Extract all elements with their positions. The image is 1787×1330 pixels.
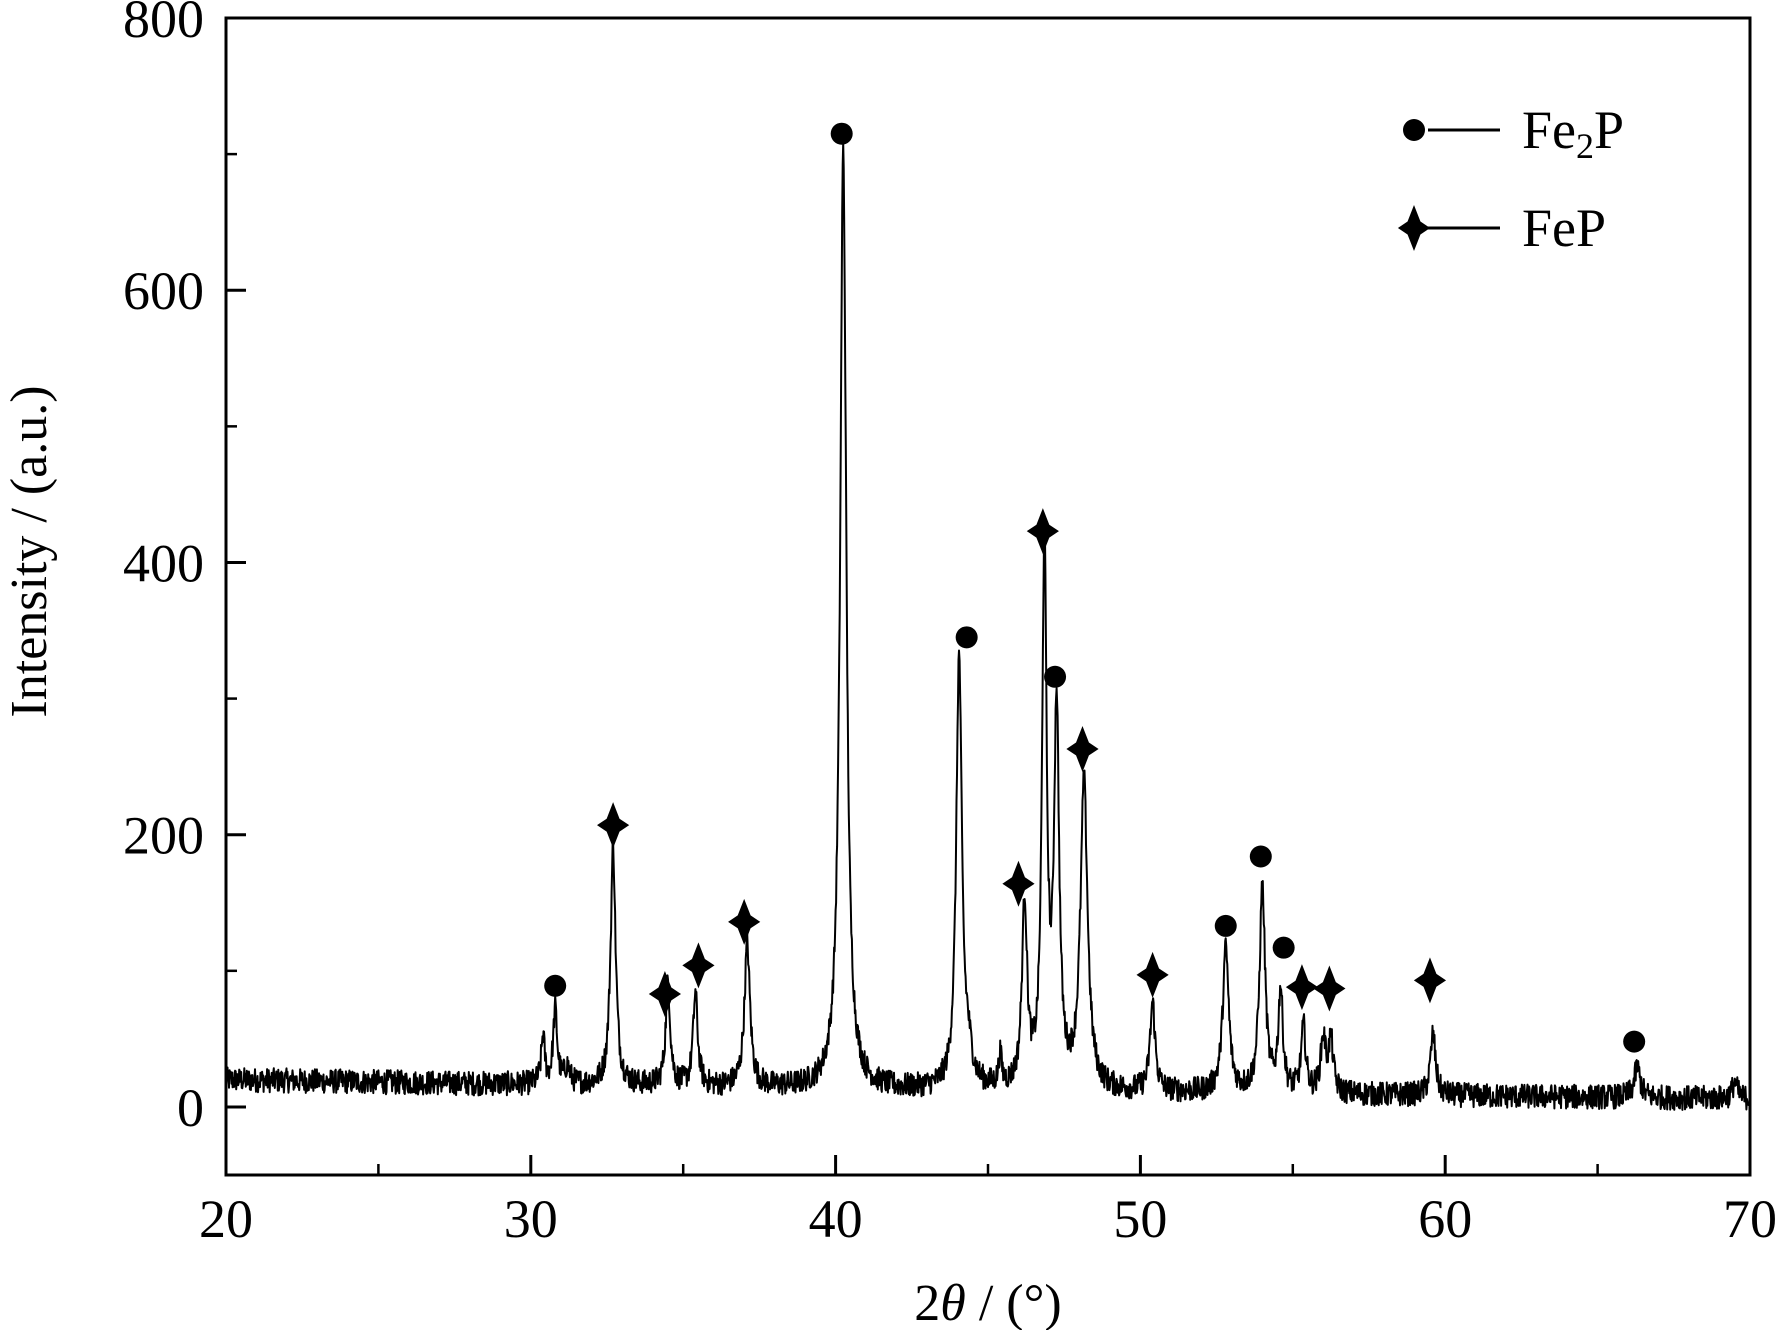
phase-markers — [544, 122, 1646, 1053]
x-tick-label: 20 — [199, 1189, 253, 1249]
fep-marker — [648, 970, 682, 1017]
legend-label-main: FeP — [1522, 198, 1606, 258]
legend-label-tail: P — [1594, 100, 1624, 160]
y-tick-label: 400 — [123, 533, 204, 593]
legend-label: FeP — [1522, 198, 1606, 258]
fep-marker — [1413, 957, 1447, 1004]
legend-fe2p-symbol — [1403, 119, 1425, 141]
fe2p-marker — [1214, 914, 1237, 937]
fe2p-marker — [1623, 1030, 1646, 1053]
x-tick-label: 60 — [1418, 1189, 1472, 1249]
fe2p-marker — [1044, 665, 1067, 688]
fe2p-marker — [1272, 936, 1295, 959]
x-tick-label: 70 — [1723, 1189, 1777, 1249]
y-tick-label: 600 — [123, 261, 204, 321]
plot-frame — [224, 16, 1752, 1177]
y-tick-label: 200 — [123, 806, 204, 866]
legend-fep-symbol — [1397, 205, 1431, 251]
fep-marker — [1026, 508, 1059, 555]
fep-marker — [1313, 965, 1346, 1012]
x-axis-title: 2θ / (°) — [914, 1275, 1061, 1330]
fe2p-marker — [830, 122, 853, 145]
x-tick-label: 50 — [1113, 1189, 1167, 1249]
y-tick-label: 800 — [123, 0, 204, 49]
fep-marker — [1002, 860, 1035, 907]
fep-marker — [1285, 964, 1319, 1011]
fep-marker — [1136, 951, 1169, 998]
legend-label: Fe2P — [1522, 100, 1624, 166]
x-axis-title-symbol: θ — [940, 1275, 966, 1330]
x-tick-label: 40 — [809, 1189, 863, 1249]
legend-label-sub: 2 — [1576, 126, 1594, 166]
fep-marker — [1066, 725, 1099, 772]
x-axis-title-suffix: / (°) — [966, 1275, 1062, 1330]
fe2p-marker — [544, 974, 567, 997]
legend-label-main: Fe — [1522, 100, 1576, 160]
fep-marker — [682, 942, 715, 989]
y-axis-title: Intensity / (a.u.) — [1, 385, 58, 717]
y-tick-label: 0 — [177, 1078, 204, 1138]
fe2p-marker — [1249, 845, 1272, 868]
fep-marker — [596, 802, 630, 849]
x-tick-label: 30 — [504, 1189, 558, 1249]
x-axis-title-prefix: 2 — [914, 1275, 940, 1330]
xrd-pattern-line — [225, 142, 1751, 1111]
fep-marker — [728, 898, 761, 945]
fe2p-marker — [955, 626, 978, 649]
